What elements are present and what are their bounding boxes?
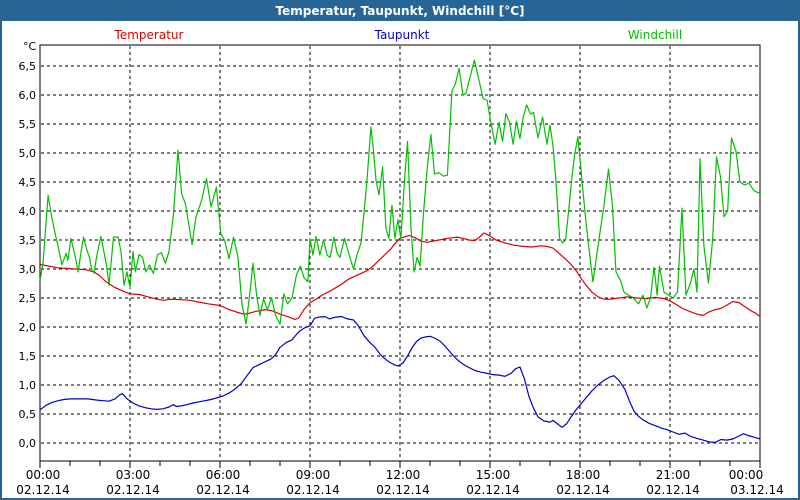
x-tick-date-label: 02.12.14	[466, 483, 519, 497]
y-tick-label: 1,5	[19, 350, 37, 363]
plot-border	[39, 44, 761, 462]
x-tick-date-label: 02.12.14	[556, 483, 609, 497]
x-tick-date-label: 02.12.14	[646, 483, 699, 497]
x-tick-date-label: 02.12.14	[106, 483, 159, 497]
y-tick-label: 5,5	[19, 118, 37, 131]
x-tick-date-label: 02.12.14	[16, 483, 69, 497]
y-tick-label: 2,0	[19, 321, 37, 334]
y-axis-unit-label: °C	[23, 40, 37, 53]
x-tick-time-label: 18:00	[566, 468, 601, 482]
x-tick-time-label: 06:00	[206, 468, 241, 482]
x-tick-time-label: 21:00	[656, 468, 691, 482]
legend-taupunkt: Taupunkt	[374, 28, 430, 42]
x-tick-time-label: 12:00	[386, 468, 421, 482]
y-tick-label: 5,0	[19, 147, 37, 160]
y-tick-label: 2,5	[19, 292, 37, 305]
y-tick-label: 3,5	[19, 234, 37, 247]
y-tick-label: 4,0	[19, 205, 37, 218]
series-line-windchill	[39, 59, 761, 325]
x-tick-time-label: 00:00	[26, 468, 61, 482]
series-line-temperatur	[39, 232, 761, 321]
series-line-taupunkt	[39, 316, 761, 443]
y-tick-label: 1,0	[19, 379, 37, 392]
legend-windchill: Windchill	[627, 28, 683, 42]
y-tick-label: 4,5	[19, 176, 37, 189]
window-title: Temperatur, Taupunkt, Windchill [°C]	[275, 4, 525, 18]
x-tick-date-label: 03.12.14	[730, 483, 783, 497]
x-tick-date-label: 02.12.14	[196, 483, 249, 497]
x-tick-time-label: 03:00	[116, 468, 151, 482]
title-bar: Temperatur, Taupunkt, Windchill [°C]	[2, 2, 798, 21]
y-tick-label: 6,0	[19, 89, 37, 102]
y-tick-label: 3,0	[19, 263, 37, 276]
legend-temperatur: Temperatur	[114, 28, 184, 42]
x-tick-time-label: 00:00	[729, 468, 764, 482]
y-tick-label: 0,0	[19, 437, 37, 450]
x-tick-time-label: 15:00	[476, 468, 511, 482]
x-tick-time-label: 09:00	[296, 468, 331, 482]
y-tick-label: 6,5	[19, 60, 37, 73]
y-tick-label: 0,5	[19, 408, 37, 421]
x-tick-date-label: 02.12.14	[286, 483, 339, 497]
x-tick-date-label: 02.12.14	[376, 483, 429, 497]
